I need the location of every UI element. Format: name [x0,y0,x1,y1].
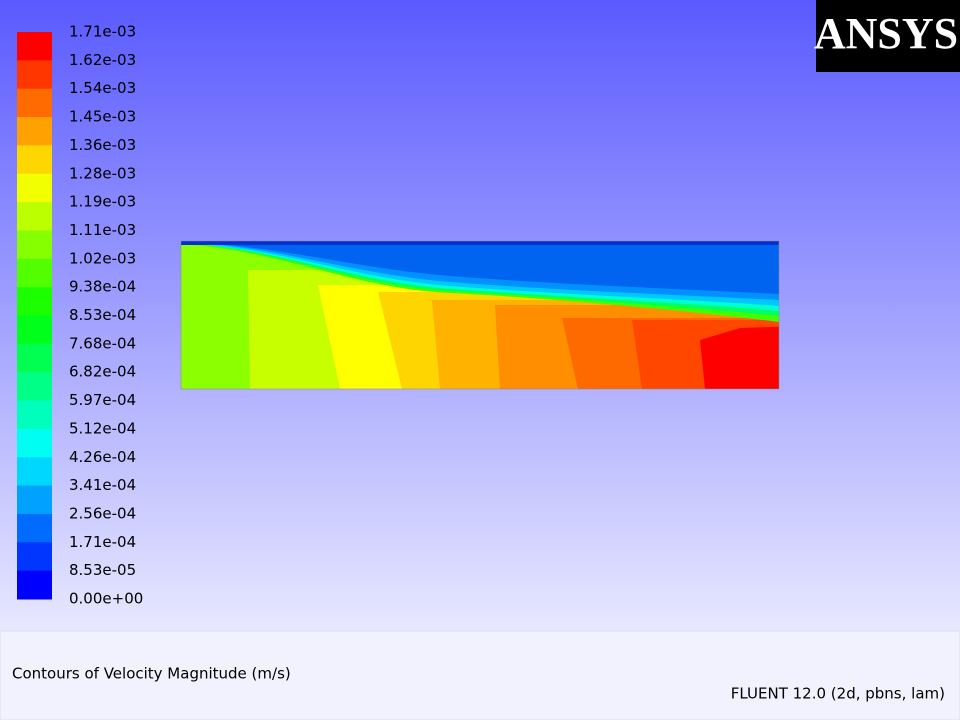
colorbar-band [17,400,52,430]
colorbar-label: 1.54e-03 [69,79,136,97]
colorbar-label: 1.11e-03 [69,221,136,239]
colorbar-band [17,258,52,288]
colorbar-label: 5.97e-04 [69,391,136,409]
colorbar-label: 1.28e-03 [69,164,136,182]
colorbar-band [17,372,52,402]
colorbar-band [17,202,52,231]
colorbar-label: 2.56e-04 [69,504,136,522]
domain-outline [180,240,780,390]
colorbar-band [17,117,52,146]
colorbar-label: 1.02e-03 [69,249,136,267]
contour-field [181,241,779,389]
contour-band [181,241,779,245]
colorbar-label: 1.36e-03 [69,136,136,154]
colorbar-label: 9.38e-04 [69,278,136,296]
colorbar-band [17,287,52,316]
colorbar-band [17,428,52,458]
colorbar-label: 0.00e+00 [69,590,143,608]
colorbar-band [17,88,52,118]
colorbar-label: 1.71e-04 [69,533,136,551]
logo-box [816,0,960,72]
colorbar-label: 1.62e-03 [69,51,136,69]
contour-band [181,241,779,294]
caption-panel [0,630,960,721]
colorbar-band [17,457,52,487]
colorbar-band [17,32,52,61]
contour-band [700,326,779,389]
colorbar-label: 1.19e-03 [69,193,136,211]
colorbar-band [17,60,52,90]
colorbar-label: 7.68e-04 [69,334,136,352]
colorbar-band [17,343,52,373]
colorbar-band [17,513,52,543]
colorbar-label: 5.12e-04 [69,419,136,437]
colorbar-band [17,230,52,260]
plot-title: Contours of Velocity Magnitude (m/s) [12,665,291,683]
solver-info: FLUENT 12.0 (2d, pbns, lam) [731,685,945,703]
colorbar-label: 8.53e-05 [69,561,136,579]
colorbar-label: 4.26e-04 [69,448,136,466]
colorbar-band [17,145,52,175]
colorbar-band [17,315,52,345]
colorbar-band [17,542,52,572]
colorbar-band [17,485,52,515]
colorbar-band [17,173,52,203]
colorbar-label: 1.45e-03 [69,108,136,126]
colorbar-label: 1.71e-03 [69,23,136,41]
colorbar-band [17,570,52,600]
logo: ANSYS [814,9,958,58]
colorbar-label: 3.41e-04 [69,476,136,494]
colorbar-label: 8.53e-04 [69,306,136,324]
colorbar-label: 6.82e-04 [69,363,136,381]
